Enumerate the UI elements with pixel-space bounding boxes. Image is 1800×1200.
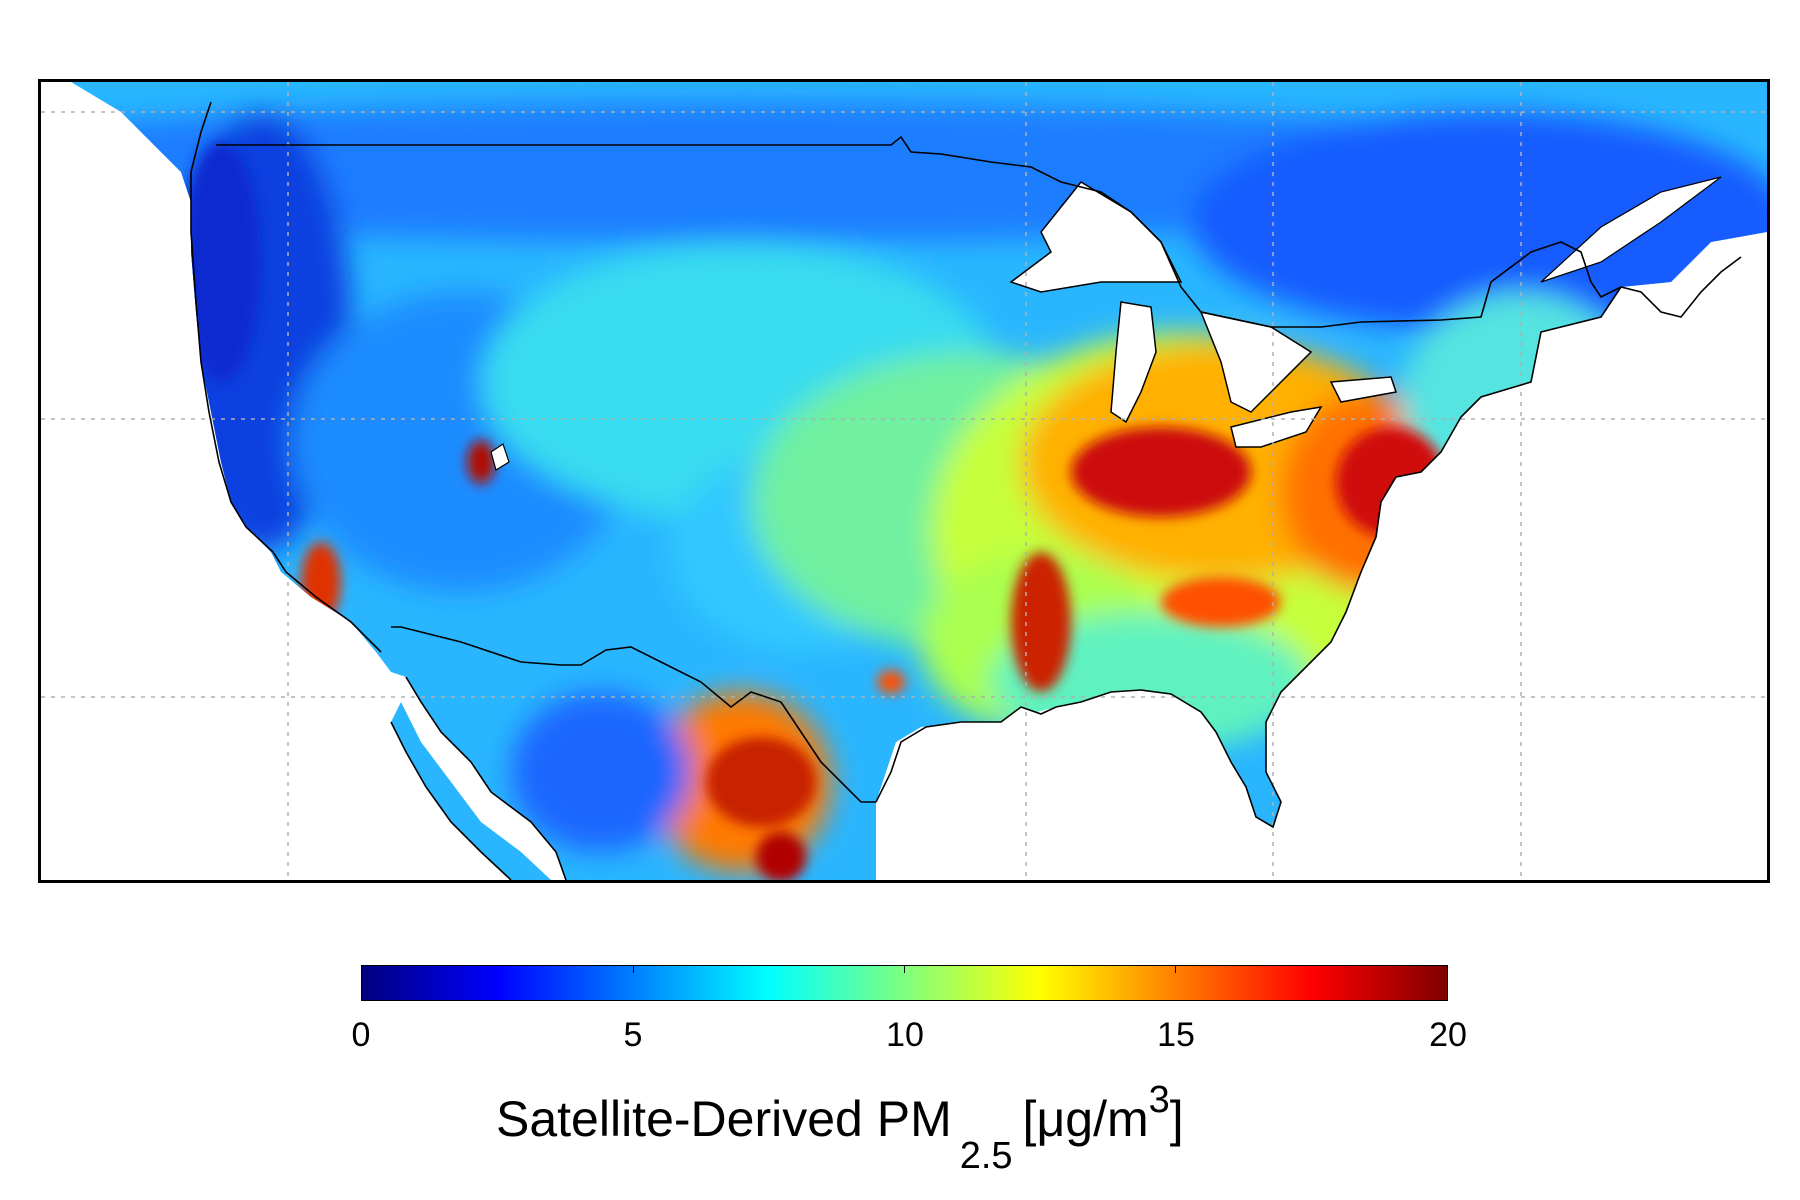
colorbar-tick-label-20: 20	[1429, 1016, 1467, 1054]
colorbar	[361, 965, 1448, 1001]
colorbar-tick-label-15: 15	[1157, 1016, 1195, 1054]
title-main: Satellite-Derived PM	[496, 1091, 952, 1147]
colorbar-tick-label-0: 0	[351, 1016, 371, 1054]
title-unit: g/m	[1065, 1091, 1149, 1147]
title-unit-open: [	[1022, 1091, 1037, 1147]
title-unit-close: ]	[1169, 1091, 1184, 1147]
colorbar-tick-label-10: 10	[886, 1016, 924, 1054]
map-panel	[38, 79, 1770, 883]
colorbar-tick-label-5: 5	[623, 1016, 643, 1054]
colorbar-title: Satellite-Derived PM2.5[μg/m3]	[496, 1079, 1184, 1177]
colorbar-tick-15	[1175, 966, 1176, 973]
title-subscript: 2.5	[959, 1135, 1013, 1177]
title-superscript: 3	[1148, 1079, 1170, 1121]
pm25-map	[41, 82, 1767, 880]
title-unit-mu: μ	[1036, 1091, 1066, 1147]
colorbar-tick-5	[633, 966, 634, 973]
colorbar-tick-10	[904, 966, 905, 973]
